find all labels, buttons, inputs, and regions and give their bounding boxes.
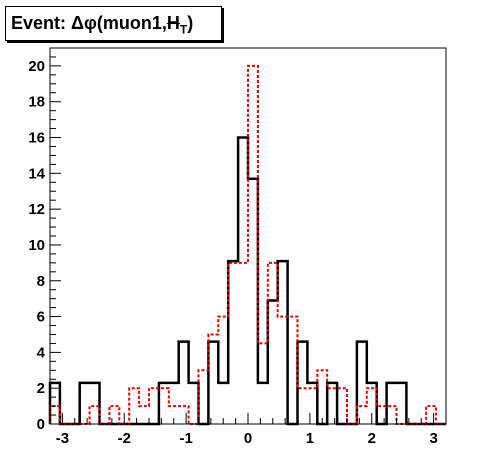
x-tick-label: 3 (429, 430, 437, 447)
title-delta-phi: Δφ (71, 13, 97, 33)
y-tick-label: 2 (37, 380, 45, 397)
y-tick-label: 14 (28, 165, 45, 182)
series-1-step-line (49, 64, 446, 425)
y-tick-label: 8 (37, 273, 45, 290)
title-close: ) (187, 13, 194, 33)
title-prefix: Event: (11, 13, 72, 33)
x-tick-label: 0 (244, 430, 252, 447)
x-tick-label: 2 (368, 430, 376, 447)
title-met-t: T (179, 22, 188, 37)
x-tick-label: 1 (306, 430, 314, 447)
y-tick-label: 20 (28, 58, 45, 75)
series-layer (48, 64, 446, 426)
y-tick-label: 10 (28, 237, 45, 254)
x-tick-label: -1 (179, 430, 192, 447)
title-args: (muon1, (96, 13, 167, 33)
y-tick-label: 18 (28, 94, 45, 111)
y-tick-label: 12 (28, 201, 45, 218)
chart-title: Event: Δφ(muon1,HT) (5, 6, 222, 41)
y-tick-label: 16 (28, 130, 45, 147)
x-tick-label: -2 (118, 430, 131, 447)
y-tick-label: 6 (37, 309, 45, 326)
title-met-h: H (166, 13, 180, 33)
y-tick-label: 4 (37, 344, 46, 361)
y-tick-label: 0 (37, 416, 45, 433)
x-tick-label: -3 (56, 430, 69, 447)
